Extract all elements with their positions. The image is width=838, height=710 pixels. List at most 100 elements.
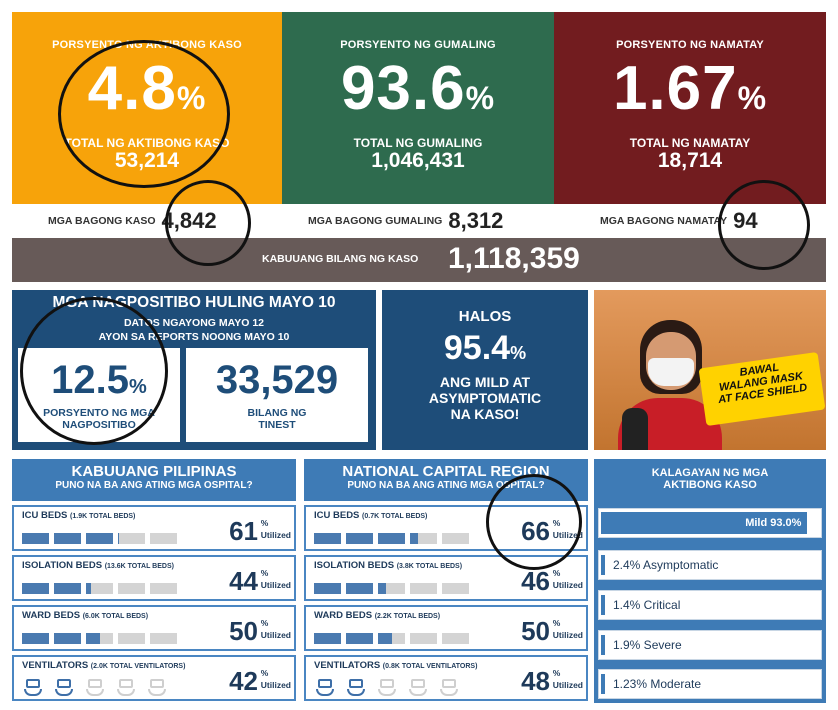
utilization-bar-segment [118, 533, 145, 544]
new-recovered-value: 8,312 [448, 208, 504, 233]
hospital-resource-name: ICU BEDS (1.9K TOTAL BEDS) [22, 510, 136, 521]
positivity-rate-box: 12.5% PORSYENTO NG MGA NAGPOSITIBO [18, 348, 180, 442]
ventilator-icon [22, 679, 44, 697]
active-label: PORSYENTO NG AKTIBONG KASO [52, 39, 242, 51]
ventilator-icon [314, 679, 336, 697]
hospital-resource-name: ICU BEDS (0.7K TOTAL BEDS) [314, 510, 428, 521]
mild-line4: NA KASO! [450, 406, 520, 422]
kalagayan-item: 2.4% Asymptomatic [598, 550, 822, 580]
kalagayan-mild-label: Mild 93.0% [745, 517, 802, 529]
utilization-percent: 50 [229, 616, 258, 646]
utilization-bars [22, 583, 177, 594]
utilization-percent: 42 [229, 666, 258, 696]
ncr-row: ICU BEDS (0.7K TOTAL BEDS) 66% Utilized [304, 505, 588, 551]
utilization-percent: 48 [521, 666, 550, 696]
mild-percent: 95.4% [443, 329, 527, 367]
deaths-percent: 1.67% [612, 54, 768, 123]
recovered-card: PORSYENTO NG GUMALING 93.6% TOTAL NG GUM… [282, 12, 554, 204]
hospital-resource-name: VENTILATORS (2.0K TOTAL VENTILATORS) [22, 660, 186, 671]
hospital-resource-name: VENTILATORS (0.8K TOTAL VENTILATORS) [314, 660, 478, 671]
tests-label-1: BILANG NG [247, 407, 307, 419]
positivity-line1: DATOS NGAYONG MAYO 12 [123, 317, 265, 329]
positivity-panel: MGA NAGPOSITIBO HULING MAYO 10 DATOS NGA… [12, 290, 376, 450]
utilization-percent: 46 [521, 566, 550, 596]
ventilator-icon [407, 679, 429, 697]
hospital-resource-name: ISOLATION BEDS (13.6K TOTAL BEDS) [22, 560, 174, 571]
mild-panel: HALOS 95.4% ANG MILD AT ASYMPTOMATIC NA … [382, 290, 588, 450]
utilization-bar-segment [346, 533, 373, 544]
deaths-total: 18,714 [657, 149, 723, 172]
utilization-bar-segment [378, 633, 405, 644]
recovered-percent: 93.6% [340, 54, 496, 123]
utilization-bar-segment [346, 633, 373, 644]
utilization-bar-segment [150, 583, 177, 594]
utilized-label: % Utilized [260, 568, 291, 590]
tests-label-2: TINEST [258, 419, 296, 431]
active-percent: 4.8% [87, 54, 207, 123]
ph-row: VENTILATORS (2.0K TOTAL VENTILATORS) 42% U… [12, 655, 296, 701]
utilization-bar-segment [118, 633, 145, 644]
utilized-label: % Utilized [552, 518, 583, 540]
mild-line2: ANG MILD AT [439, 374, 531, 390]
total-cases-label: KABUUANG BILANG NG KASO [262, 253, 419, 265]
deaths-label: PORSYENTO NG NAMATAY [616, 39, 764, 51]
kalagayan-panel: KALAGAYAN NG MGA AKTIBONG KASO [594, 459, 826, 703]
utilization-bars [22, 633, 177, 644]
new-deaths-value: 94 [733, 208, 758, 233]
utilization-bars [314, 583, 469, 594]
utilization-bar-segment [346, 583, 373, 594]
ventilator-icon [53, 679, 75, 697]
utilization-percent: 61 [229, 516, 258, 546]
kalagayan-title-2: AKTIBONG KASO [663, 479, 757, 491]
kalagayan-item: 1.23% Moderate [598, 669, 822, 699]
mask-banner: BAWAL WALANG MASK AT FACE SHIELD [594, 290, 826, 450]
utilized-label: % Utilized [260, 668, 291, 690]
ncr-row: ISOLATION BEDS (3.8K TOTAL BEDS) 46% Utili… [304, 555, 588, 601]
ncr-header: NATIONAL CAPITAL REGION PUNO NA BA ANG A… [304, 459, 588, 501]
ph-title: KABUUANG PILIPINAS [71, 463, 237, 480]
ventilator-icons [314, 679, 460, 697]
tests-box: 33,529 BILANG NG TINEST [186, 348, 368, 442]
utilized-label: % Utilized [260, 618, 291, 640]
utilization-percent: 50 [521, 616, 550, 646]
utilization-bars [22, 533, 177, 544]
utilization-bar-segment [118, 583, 145, 594]
utilization-bars [314, 633, 469, 644]
utilized-label: % Utilized [552, 668, 583, 690]
ncr-row: VENTILATORS (0.8K TOTAL VENTILATORS) 48% U… [304, 655, 588, 701]
kalagayan-mild-row: Mild 93.0% [598, 508, 822, 538]
kalagayan-item: 1.9% Severe [598, 630, 822, 660]
hospital-resource-name: WARD BEDS (2.2K TOTAL BEDS) [314, 610, 441, 621]
utilization-bar-segment [22, 633, 49, 644]
utilization-bar-segment [22, 583, 49, 594]
ventilator-icon [84, 679, 106, 697]
hospital-resource-name: ISOLATION BEDS (3.8K TOTAL BEDS) [314, 560, 463, 571]
deaths-total-label: TOTAL NG NAMATAY [629, 136, 751, 150]
new-cases-value: 4,842 [161, 208, 217, 233]
utilization-bar-segment [314, 633, 341, 644]
tests-value: 33,529 [215, 358, 339, 402]
ncr-subtitle: PUNO NA BA ANG ATING MGA OSPITAL? [347, 480, 545, 491]
ph-row: ICU BEDS (1.9K TOTAL BEDS) 61% Utilized [12, 505, 296, 551]
kalagayan-title-1: KALAGAYAN NG MGA [651, 467, 769, 479]
deaths-card: PORSYENTO NG NAMATAY 1.67% TOTAL NG NAMA… [554, 12, 826, 204]
utilized-label: % Utilized [552, 618, 583, 640]
recovered-total: 1,046,431 [371, 149, 465, 172]
new-cases-label: MGA BAGONG KASO [48, 215, 156, 227]
ventilator-icon [115, 679, 137, 697]
utilized-label: % Utilized [552, 568, 583, 590]
positivity-rate-label-2: NAGPOSITIBO [62, 419, 136, 431]
utilization-bar-segment [442, 633, 469, 644]
ph-row: WARD BEDS (6.0K TOTAL BEDS) 50% Utilized [12, 605, 296, 651]
utilization-bar-segment [410, 583, 437, 594]
active-total: 53,214 [114, 149, 180, 172]
recovered-total-label: TOTAL NG GUMALING [353, 136, 483, 150]
utilization-bar-segment [314, 583, 341, 594]
ph-row: ISOLATION BEDS (13.6K TOTAL BEDS) 44% Util… [12, 555, 296, 601]
utilization-bar-segment [86, 583, 113, 594]
new-recovered-label: MGA BAGONG GUMALING [308, 215, 443, 227]
utilization-bar-segment [378, 533, 405, 544]
ncr-row: WARD BEDS (2.2K TOTAL BEDS) 50% Utilized [304, 605, 588, 651]
utilization-bar-segment [410, 533, 437, 544]
new-recovered: MGA BAGONG GUMALING 8,312 [308, 204, 503, 238]
